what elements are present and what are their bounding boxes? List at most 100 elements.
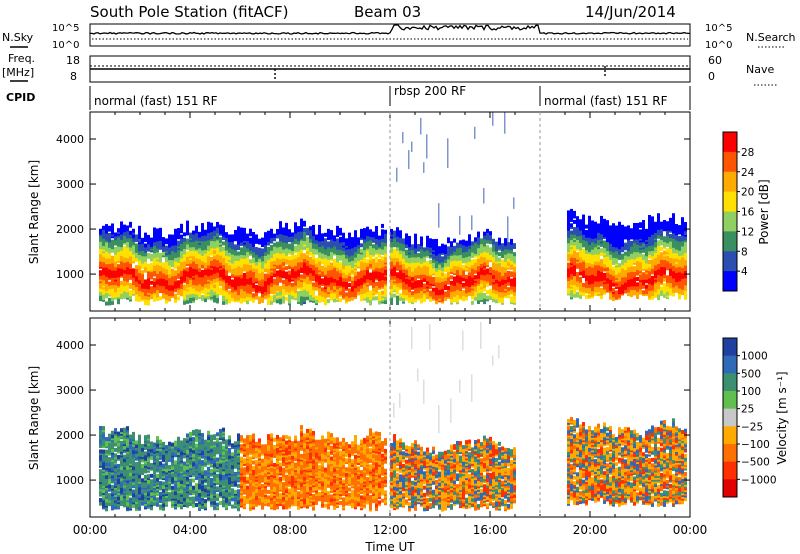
echo-cell <box>144 268 147 273</box>
echo-cell <box>474 242 477 247</box>
nave-label: Nave <box>746 63 774 76</box>
echo-cell <box>177 280 180 285</box>
echo-cell <box>444 296 447 301</box>
echo-cell <box>630 253 633 258</box>
echo-cell <box>147 263 150 268</box>
echo-cell <box>591 279 594 284</box>
echo-cell <box>150 275 153 280</box>
echo-cell <box>381 272 384 277</box>
echo-cell <box>330 248 333 253</box>
echo-cell <box>369 276 372 281</box>
echo-cell <box>336 254 339 259</box>
echo-cell <box>204 290 207 295</box>
echo-cell <box>612 257 615 262</box>
echo-cell <box>582 264 585 269</box>
echo-cell <box>291 232 294 237</box>
echo-cell <box>132 250 135 255</box>
echo-cell <box>627 279 630 284</box>
echo-cell <box>639 256 642 261</box>
echo-cell <box>138 283 141 288</box>
echo-cell <box>627 230 630 235</box>
echo-cell <box>321 249 324 254</box>
echo-cell <box>615 295 618 300</box>
echo-cell <box>393 284 396 289</box>
echo-cell <box>378 242 381 247</box>
echo-cell <box>363 271 366 276</box>
echo-cell <box>309 229 312 234</box>
echo-cell <box>462 264 465 269</box>
echo-cell <box>375 271 378 276</box>
echo-cell <box>636 269 639 274</box>
echo-cell <box>456 260 459 265</box>
echo-cell <box>168 238 171 243</box>
echo-cell <box>588 289 591 294</box>
echo-cell <box>480 288 483 293</box>
echo-cell <box>576 216 579 221</box>
echo-cell <box>315 275 318 280</box>
echo-cell <box>237 226 240 231</box>
echo-cell <box>351 242 354 247</box>
echo-cell <box>573 214 576 219</box>
echo-cell <box>150 271 153 276</box>
echo-cell <box>582 248 585 253</box>
echo-cell <box>486 245 489 250</box>
echo-cell <box>603 263 606 268</box>
echo-cell <box>600 295 603 300</box>
echo-cell <box>105 301 108 306</box>
echo-cell <box>462 239 465 244</box>
echo-cell <box>282 261 285 266</box>
echo-cell <box>276 281 279 286</box>
echo-cell <box>186 267 189 272</box>
echo-cell <box>285 222 288 227</box>
echo-cell <box>123 293 126 298</box>
echo-cell <box>234 285 237 290</box>
echo-cell <box>261 271 264 276</box>
echo-cell <box>474 126 476 139</box>
echo-cell <box>639 242 642 247</box>
echo-cell <box>258 296 261 301</box>
echo-cell <box>495 241 498 246</box>
echo-cell <box>621 253 624 258</box>
echo-cell <box>180 276 183 281</box>
echo-cell <box>348 241 351 246</box>
echo-cell <box>345 285 348 290</box>
echo-cell <box>420 245 423 250</box>
echo-cell <box>486 295 489 300</box>
echo-cell <box>567 268 570 273</box>
echo-cell <box>261 248 264 253</box>
echo-cell <box>621 284 624 289</box>
echo-cell <box>288 270 291 275</box>
echo-cell <box>102 238 105 243</box>
echo-cell <box>348 266 351 271</box>
echo-cell <box>237 235 240 240</box>
echo-cell <box>375 226 378 231</box>
echo-cell <box>192 297 195 302</box>
echo-cell <box>216 297 219 302</box>
echo-cell <box>126 292 129 297</box>
echo-cell <box>285 278 288 283</box>
echo-cell <box>315 268 318 273</box>
echo-cell <box>306 236 309 241</box>
echo-cell <box>129 283 132 288</box>
echo-cell <box>390 254 393 259</box>
echo-cell <box>483 247 486 252</box>
echo-cell <box>378 264 381 269</box>
echo-cell <box>588 275 591 280</box>
echo-cell <box>618 225 621 230</box>
echo-cell <box>147 247 150 252</box>
echo-cell <box>273 242 276 247</box>
echo-cell <box>138 287 141 292</box>
echo-cell <box>234 229 237 234</box>
echo-cell <box>162 294 165 299</box>
echo-cell <box>447 237 450 242</box>
echo-cell <box>642 243 645 248</box>
echo-cell <box>567 253 570 258</box>
echo-cell <box>249 277 252 282</box>
echo-cell <box>429 238 432 243</box>
echo-cell <box>345 254 348 259</box>
echo-cell <box>588 266 591 271</box>
echo-cell <box>504 112 506 134</box>
echo-cell <box>381 290 384 295</box>
echo-cell <box>111 248 114 253</box>
echo-cell <box>255 234 258 239</box>
